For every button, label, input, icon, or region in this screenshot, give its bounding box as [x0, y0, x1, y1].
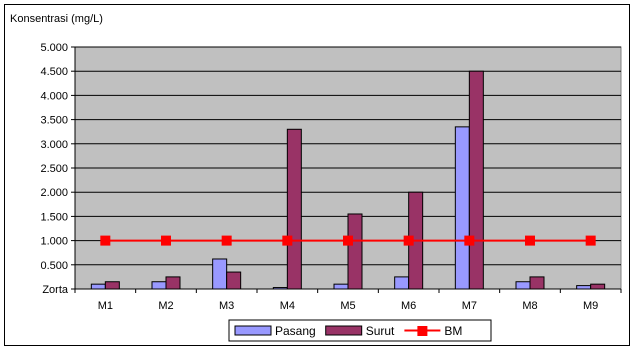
legend: Pasang Surut BM	[228, 319, 492, 342]
x-tick-label: M2	[158, 300, 173, 312]
x-tick-label: M4	[280, 300, 295, 312]
x-tick-label: M5	[340, 300, 355, 312]
bar-pasang	[454, 126, 470, 290]
legend-swatch-surut	[325, 325, 363, 336]
y-tick-label: Zorta	[42, 284, 69, 296]
bar-surut	[165, 276, 181, 290]
x-tick-label: M1	[98, 300, 113, 312]
bar-pasang	[394, 276, 410, 290]
y-axis-title: Konsentrasi (mg/L)	[10, 13, 103, 25]
marker-bm	[161, 235, 171, 246]
y-tick-label: 1.000	[40, 236, 68, 248]
legend-swatch-pasang	[234, 325, 272, 336]
bar-surut	[286, 128, 302, 290]
marker-bm	[403, 235, 414, 246]
x-tick-label: M3	[219, 300, 234, 312]
marker-bm	[464, 235, 475, 246]
y-tick-label: 5.000	[40, 42, 68, 54]
bar-pasang	[576, 285, 592, 290]
marker-bm	[221, 235, 232, 246]
marker-bm	[525, 235, 535, 246]
bar-surut	[529, 276, 545, 290]
plot-area: Zorta 0.500 1.000 1.500 2.000 2.500 3.000 3.500…	[40, 42, 622, 312]
marker-bm	[585, 235, 596, 246]
marker-bm	[282, 235, 293, 246]
y-tick-label: 0.500	[40, 260, 68, 272]
legend-label-pasang: Pasang	[275, 324, 316, 338]
legend-label-bm: BM	[444, 324, 462, 338]
y-tick-label: 4.000	[40, 90, 68, 102]
bar-surut	[590, 283, 606, 290]
marker-bm	[100, 235, 111, 246]
bar-surut	[468, 70, 484, 290]
legend-marker-bm	[417, 326, 428, 336]
y-tick-label: 4.500	[40, 66, 68, 78]
bar-pasang	[90, 283, 106, 290]
bar-pasang	[272, 287, 288, 290]
legend-label-surut: Surut	[366, 324, 395, 338]
y-tick-label: 3.500	[40, 115, 68, 127]
x-tick-label: M8	[522, 300, 537, 312]
bar-chart: Konsentrasi (mg/L) Zorta 0.500 1.000 1.500 2…	[10, 13, 622, 342]
x-tick-label: M9	[583, 300, 598, 312]
y-tick-label: 2.500	[40, 163, 68, 175]
chart-frame: Konsentrasi (mg/L) Zorta 0.500 1.000 1.500 2…	[4, 4, 630, 346]
y-tick-label: 1.500	[40, 211, 68, 223]
x-tick-label: M6	[401, 300, 416, 312]
y-tick-label: 3.000	[40, 139, 68, 151]
bar-pasang	[212, 258, 228, 290]
bar-pasang	[151, 281, 167, 290]
x-tick-label: M7	[462, 300, 477, 312]
bar-surut	[226, 271, 242, 290]
bar-pasang	[515, 281, 531, 290]
bar-surut	[347, 213, 363, 290]
marker-bm	[343, 235, 353, 246]
bar-surut	[104, 281, 120, 290]
bar-pasang	[333, 283, 349, 290]
y-tick-label: 2.000	[40, 187, 68, 199]
